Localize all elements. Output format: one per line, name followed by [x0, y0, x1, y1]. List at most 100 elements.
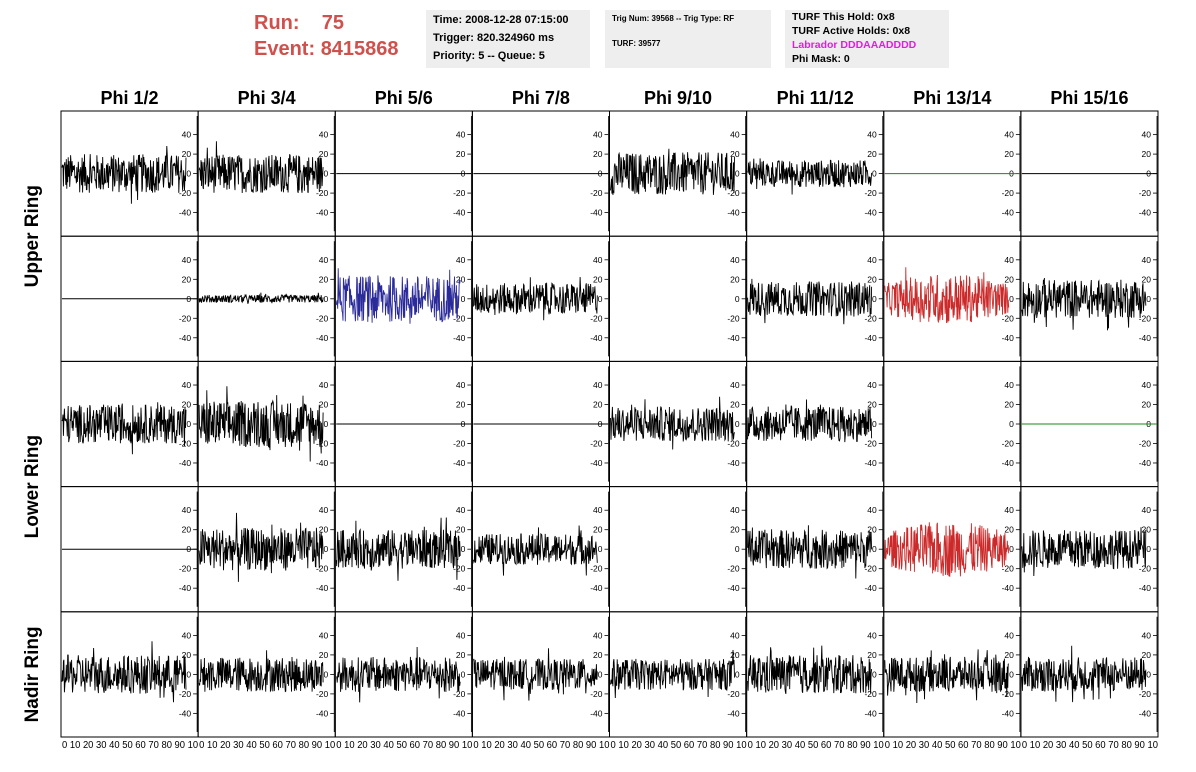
y-tick-label: -40: [590, 708, 603, 718]
column-header-3: Phi 5/6: [375, 88, 433, 108]
y-tick-label: -20: [453, 689, 466, 699]
y-tick-label: -20: [1139, 689, 1152, 699]
y-tick-label: 40: [867, 630, 877, 640]
waveform-trace: [747, 158, 873, 195]
x-tick-labels-col-6: 0 10 20 30 40 50 60 70 80 90 10: [748, 740, 885, 751]
y-tick-label: 20: [1142, 650, 1152, 660]
y-tick-label: 40: [593, 505, 603, 515]
y-tick-label: 40: [456, 630, 466, 640]
y-tick-label: 0: [735, 294, 740, 304]
ring-label-2: Lower Ring: [22, 435, 43, 538]
y-tick-label: 40: [867, 255, 877, 265]
y-tick-label: 40: [593, 380, 603, 390]
y-tick-label: 0: [1146, 669, 1151, 679]
waveform-trace: [472, 648, 598, 701]
column-header-1: Phi 1/2: [101, 88, 159, 108]
waveform-trace: [1021, 645, 1147, 703]
run-row: Run: 75: [254, 10, 399, 36]
panel-r5-c3: -40 -20 0 20 40: [334, 611, 473, 738]
y-tick-label: -40: [727, 333, 740, 343]
y-tick-label: 20: [182, 274, 192, 284]
y-tick-label: -40: [453, 208, 466, 218]
y-tick-label: -20: [1002, 188, 1015, 198]
waveform-trace: [198, 292, 324, 304]
y-tick-label: 20: [730, 525, 740, 535]
y-tick-label: -20: [316, 564, 329, 574]
y-tick-label: -40: [1139, 458, 1152, 468]
y-tick-label: 0: [324, 544, 329, 554]
y-tick-label: 20: [867, 274, 877, 284]
y-tick-label: -40: [1002, 583, 1015, 593]
y-tick-label: -20: [590, 689, 603, 699]
y-tick-label: -40: [1139, 708, 1152, 718]
y-tick-label: 0: [735, 419, 740, 429]
y-tick-label: 40: [1142, 130, 1152, 140]
y-tick-label: 0: [324, 419, 329, 429]
y-tick-label: -20: [316, 438, 329, 448]
y-tick-label: 40: [730, 255, 740, 265]
y-tick-label: -40: [864, 208, 877, 218]
y-tick-label: 20: [456, 149, 466, 159]
waveform-trace: [198, 386, 324, 462]
x-tick-labels-col-5: 0 10 20 30 40 50 60 70 80 90 10: [611, 740, 748, 751]
y-tick-label: 20: [182, 149, 192, 159]
trig-num-text: Trig Num: 39568 -- Trig Type: RF: [612, 14, 735, 23]
y-tick-label: -40: [316, 333, 329, 343]
panel-r4-c7: -40 -20 0 20 40: [883, 486, 1022, 613]
panel-r5-c4: -40 -20 0 20 40: [471, 611, 610, 738]
y-tick-label: 20: [867, 650, 877, 660]
waveform-trace: [747, 278, 873, 325]
y-tick-label: 40: [867, 505, 877, 515]
column-header-2: Phi 3/4: [238, 88, 296, 108]
y-tick-label: -20: [590, 438, 603, 448]
panel-r5-c8: -40 -20 0 20 40: [1020, 611, 1159, 738]
y-tick-label: 0: [872, 294, 877, 304]
panel-r5-c6: -40 -20 0 20 40: [746, 611, 885, 738]
y-tick-label: -20: [453, 313, 466, 323]
y-tick-label: 40: [319, 255, 329, 265]
y-tick-label: -40: [590, 458, 603, 468]
column-header-5: Phi 9/10: [644, 88, 712, 108]
y-tick-label: 40: [1142, 380, 1152, 390]
ring-label-1: Upper Ring: [22, 185, 43, 287]
turf-this-hold-text: TURF This Hold: 0x8: [792, 11, 895, 23]
y-tick-label: -20: [179, 188, 192, 198]
ring-label-3: Nadir Ring: [22, 626, 43, 722]
panel-r3-c7: -40 -20 0 20 40: [883, 360, 1022, 488]
panel-r5-c7: -40 -20 0 20 40: [883, 611, 1022, 738]
y-tick-label: -40: [453, 708, 466, 718]
y-tick-label: 40: [182, 380, 192, 390]
y-tick-label: 0: [872, 419, 877, 429]
y-tick-label: -20: [864, 438, 877, 448]
y-tick-label: -20: [179, 313, 192, 323]
waveform-trace: [198, 141, 324, 194]
y-tick-label: 0: [735, 544, 740, 554]
y-tick-label: 20: [867, 525, 877, 535]
y-tick-label: -20: [727, 564, 740, 574]
y-tick-label: -40: [590, 583, 603, 593]
y-tick-label: 20: [319, 525, 329, 535]
x-tick-labels-col-2: 0 10 20 30 40 50 60 70 80 90 10: [199, 740, 336, 751]
y-tick-label: 40: [730, 380, 740, 390]
y-tick-label: -20: [864, 313, 877, 323]
y-tick-label: 0: [598, 294, 603, 304]
y-tick-label: 0: [598, 669, 603, 679]
panel-r2-c6: -40 -20 0 20 40: [746, 235, 885, 362]
y-tick-label: 0: [324, 669, 329, 679]
y-tick-label: 40: [182, 630, 192, 640]
y-tick-label: 20: [730, 400, 740, 410]
column-header-8: Phi 15/16: [1050, 88, 1128, 108]
event-row: Event: 8415868: [254, 36, 399, 62]
waveform-trace: [1021, 527, 1147, 577]
waveform-trace: [747, 645, 873, 695]
turf-info-box: TURF This Hold: 0x8 TURF Active Holds: 0…: [785, 10, 949, 68]
y-tick-label: -20: [453, 438, 466, 448]
panel-r1-c2: -40 -20 0 20 40: [197, 110, 336, 237]
y-tick-label: -40: [316, 458, 329, 468]
waveform-trace: [1021, 277, 1147, 331]
